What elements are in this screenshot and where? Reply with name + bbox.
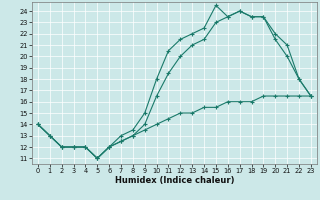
X-axis label: Humidex (Indice chaleur): Humidex (Indice chaleur) (115, 176, 234, 185)
